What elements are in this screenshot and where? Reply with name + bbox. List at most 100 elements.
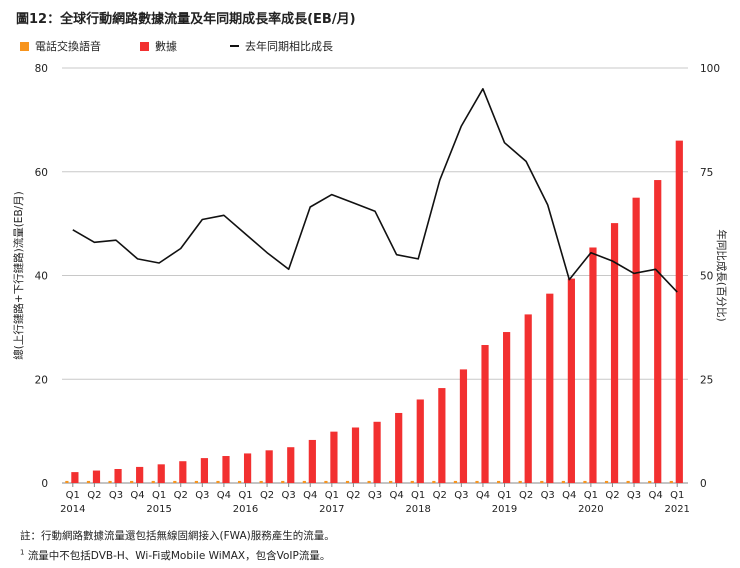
bar-voice bbox=[410, 480, 414, 483]
x-tick-label: Q3 bbox=[195, 490, 209, 501]
bar-data bbox=[524, 314, 532, 483]
bar-voice bbox=[432, 480, 436, 483]
bar-data bbox=[459, 369, 468, 483]
legend-item-data: 數據 bbox=[140, 38, 177, 54]
bar-data bbox=[567, 278, 575, 483]
legend-item-voice: 電話交換語音 bbox=[20, 38, 101, 54]
x-year-label: 2020 bbox=[578, 504, 603, 515]
bar-voice bbox=[259, 480, 263, 483]
x-tick-label: Q2 bbox=[174, 490, 188, 501]
bar-data bbox=[222, 456, 230, 483]
bar-voice bbox=[367, 480, 371, 483]
legend-swatch-voice bbox=[20, 41, 29, 51]
legend-swatch-data bbox=[140, 41, 149, 51]
x-tick-label: Q2 bbox=[519, 490, 533, 501]
bar-voice bbox=[324, 480, 328, 483]
bars-layer bbox=[65, 140, 683, 484]
x-tick-label: Q3 bbox=[627, 490, 641, 501]
bar-voice bbox=[453, 480, 458, 483]
bar-data bbox=[308, 439, 316, 483]
bar-voice bbox=[583, 480, 587, 483]
x-tick-label: Q1 bbox=[584, 490, 598, 501]
bar-voice bbox=[669, 480, 673, 483]
x-tick-label: Q3 bbox=[541, 490, 555, 501]
y-right-tick-label: 100 bbox=[700, 63, 720, 75]
y-axis-left-label: 總(上行鏈路+下行鏈路)流量(EB/月) bbox=[12, 191, 25, 360]
x-tick-label: Q3 bbox=[368, 490, 382, 501]
x-tick-label: Q1 bbox=[497, 490, 511, 501]
y-left-tick-label: 60 bbox=[35, 167, 48, 179]
bar-data bbox=[114, 468, 122, 483]
bar-data bbox=[395, 412, 403, 483]
legend-label-voice: 電話交換語音 bbox=[35, 40, 101, 53]
x-tick-label: Q1 bbox=[66, 490, 80, 501]
bar-voice bbox=[345, 480, 350, 483]
legend-swatch-growth bbox=[230, 45, 239, 47]
bar-voice bbox=[302, 480, 306, 483]
bar-voice bbox=[237, 480, 242, 483]
bar-voice bbox=[475, 480, 479, 483]
y-left-tick-label: 20 bbox=[35, 374, 48, 386]
bar-data bbox=[632, 197, 640, 483]
x-tick-label: Q4 bbox=[476, 490, 490, 501]
bar-data bbox=[416, 399, 424, 483]
bar-data bbox=[373, 421, 381, 483]
bar-voice bbox=[216, 480, 220, 483]
x-tick-label: Q2 bbox=[605, 490, 619, 501]
footnote-1: 1 流量中不包括DVB-H、Wi-Fi或Mobile WiMAX，包含VoIP流… bbox=[20, 548, 330, 563]
bar-voice bbox=[626, 480, 630, 483]
x-tick-label: Q3 bbox=[454, 490, 468, 501]
bar-voice bbox=[561, 480, 565, 483]
legend-label-growth: 去年同期相比成長 bbox=[245, 40, 333, 53]
x-tick-label: Q4 bbox=[303, 490, 317, 501]
x-year-label: 2014 bbox=[60, 504, 85, 515]
bar-data bbox=[179, 461, 187, 483]
x-year-label: 2016 bbox=[233, 504, 258, 515]
x-tick-label: Q2 bbox=[87, 490, 101, 501]
y-axis-right-label: 年同比成長(百分比) bbox=[715, 229, 728, 321]
footnote-note: 註：行動網路數據流量還包括無線固網接入(FWA)服務產生的流量。 bbox=[20, 530, 335, 542]
x-tick-label: Q1 bbox=[238, 490, 252, 501]
bar-data bbox=[92, 470, 101, 483]
bar-voice bbox=[518, 480, 522, 483]
bar-data bbox=[71, 472, 79, 483]
chart-title: 圖12：全球行動網路數據流量及年同期成長率成長(EB/月) bbox=[16, 12, 356, 27]
x-tick-label: Q2 bbox=[433, 490, 447, 501]
legend-label-data: 數據 bbox=[155, 40, 177, 53]
x-tick-label: Q3 bbox=[282, 490, 296, 501]
bar-voice bbox=[151, 480, 155, 483]
bar-voice bbox=[65, 480, 69, 483]
x-tick-label: Q1 bbox=[325, 490, 339, 501]
x-tick-label: Q4 bbox=[649, 490, 663, 501]
y-right-tick-label: 75 bbox=[700, 167, 713, 179]
y-right-tick-label: 50 bbox=[700, 271, 713, 283]
x-year-label: 2018 bbox=[405, 504, 430, 515]
bar-data bbox=[243, 453, 252, 483]
bar-data bbox=[654, 180, 662, 484]
x-year-label: 2015 bbox=[146, 504, 171, 515]
x-tick-label: Q2 bbox=[260, 490, 274, 501]
chart-area: 0 20 40 60 80 0 25 50 75 100 Q1 Q2 Q3 Q4 Q1 Q2 Q3 Q4 Q1 Q2 Q… bbox=[12, 63, 728, 515]
x-tick-label: Q4 bbox=[217, 490, 231, 501]
bar-data bbox=[265, 450, 273, 483]
bar-data bbox=[438, 388, 446, 483]
bar-voice bbox=[540, 480, 544, 483]
bar-data bbox=[136, 466, 144, 483]
y-left-tick-label: 40 bbox=[35, 271, 48, 283]
bar-data bbox=[546, 293, 554, 483]
bar-data bbox=[610, 223, 619, 483]
bar-voice bbox=[281, 480, 285, 483]
bar-voice bbox=[497, 480, 501, 483]
legend-item-growth: 去年同期相比成長 bbox=[230, 38, 333, 54]
x-tick-label: Q4 bbox=[389, 490, 403, 501]
bar-data bbox=[503, 332, 511, 483]
axes-layer: 0 20 40 60 80 0 25 50 75 100 Q1 Q2 Q3 Q4 Q1 Q2 Q3 Q4 Q1 Q2 Q… bbox=[35, 63, 720, 515]
x-tick-label: Q2 bbox=[346, 490, 360, 501]
bar-voice bbox=[604, 480, 609, 483]
y-right-tick-label: 0 bbox=[700, 478, 707, 490]
bar-data bbox=[351, 427, 360, 483]
x-tick-label: Q4 bbox=[130, 490, 144, 501]
bar-data bbox=[330, 431, 338, 483]
y-left-tick-label: 0 bbox=[41, 478, 48, 490]
footnote-1-text: 流量中不包括DVB-H、Wi-Fi或Mobile WiMAX，包含VoIP流量。 bbox=[27, 550, 331, 562]
